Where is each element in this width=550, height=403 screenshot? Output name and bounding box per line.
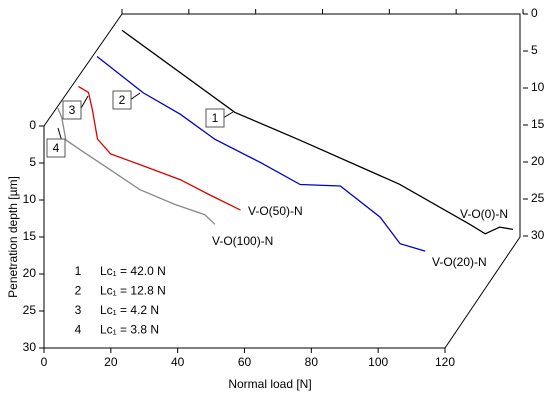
legend-text: Lc₁ = 42.0 N <box>100 264 166 278</box>
annotation-id: 3 <box>69 103 76 117</box>
x-tick-label: 120 <box>435 355 455 369</box>
annotation-box <box>112 90 132 110</box>
series-label: V-O(0)-N <box>460 207 508 221</box>
y2-tick-label: 30 <box>531 228 545 242</box>
y-tick-label: 5 <box>29 155 36 169</box>
legend-text: Lc₁ = 12.8 N <box>100 284 166 298</box>
y-tick-label: 15 <box>23 229 37 243</box>
annotation-id: 1 <box>212 111 219 125</box>
x-tick-label: 100 <box>368 355 388 369</box>
legend-id: 1 <box>75 264 82 278</box>
y2-tick-label: 0 <box>531 6 538 20</box>
legend-id: 2 <box>75 284 82 298</box>
series-label: V-O(50)-N <box>248 204 303 218</box>
y2-tick-label: 10 <box>531 80 545 94</box>
series-line <box>96 55 426 252</box>
series-label: V-O(100)-N <box>212 234 273 248</box>
legend-id: 4 <box>75 323 82 337</box>
x-tick-label: 0 <box>41 355 48 369</box>
legend-id: 3 <box>75 303 82 317</box>
annotation-arrow <box>222 111 234 119</box>
y2-tick-label: 15 <box>531 117 545 131</box>
y-tick-label: 10 <box>23 192 37 206</box>
y2-tick-label: 5 <box>531 43 538 57</box>
y-tick-label: 0 <box>29 118 36 132</box>
legend-text: Lc₁ = 4.2 N <box>100 303 159 317</box>
annotation-id: 2 <box>119 93 126 107</box>
annotation-box <box>62 100 82 120</box>
annotation-box <box>46 138 66 158</box>
y2-tick-label: 25 <box>531 191 545 205</box>
x-axis-label: Normal load [N] <box>228 377 311 391</box>
frame <box>43 13 521 349</box>
annotation-box <box>205 108 225 128</box>
annotation-id: 4 <box>53 141 60 155</box>
y-tick-label: 20 <box>23 266 37 280</box>
x-tick-label: 60 <box>238 355 252 369</box>
series-line <box>78 85 241 211</box>
series-line <box>121 29 514 235</box>
x-tick-label: 20 <box>104 355 118 369</box>
y-tick-label: 30 <box>23 340 37 354</box>
annotation-arrow <box>129 92 141 101</box>
x-tick-label: 80 <box>305 355 319 369</box>
x-tick-label: 40 <box>171 355 185 369</box>
y2-tick-label: 20 <box>531 154 545 168</box>
series-line <box>57 107 216 225</box>
series-label: V-O(20)-N <box>432 255 487 269</box>
y-tick-label: 25 <box>23 303 37 317</box>
y-axis-label: Penetration depth [µm] <box>6 176 20 298</box>
legend-text: Lc₁ = 3.8 N <box>100 323 159 337</box>
